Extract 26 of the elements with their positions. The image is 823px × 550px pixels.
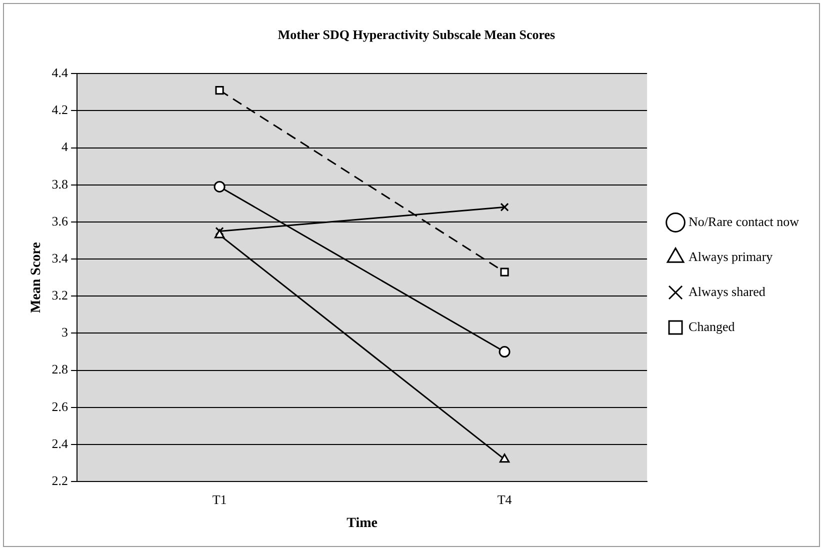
y-tick-label: 2.2 <box>52 473 68 488</box>
y-tick-label: 3 <box>62 324 68 340</box>
y-tick-label: 3.8 <box>52 176 68 192</box>
y-tick-label: 3.6 <box>52 213 69 228</box>
point <box>500 202 509 212</box>
legend-label: Always shared <box>688 284 766 299</box>
y-tick-label: 4 <box>62 139 69 154</box>
point <box>500 268 509 276</box>
y-tick-label: 2.4 <box>52 436 69 451</box>
legend-label: Always primary <box>688 248 774 264</box>
x-tick-label: T1 <box>212 492 227 507</box>
chart-title: Mother SDQ Hyperactivity Subscale Mean Scores <box>278 27 556 42</box>
y-tick-label: 2.8 <box>52 362 68 377</box>
legend-label: No/Rare contact now <box>688 214 800 229</box>
x-tick-label: T4 <box>497 492 512 507</box>
y-axis-title: Mean Score <box>29 242 44 314</box>
y-tick-label: 3.2 <box>52 288 68 303</box>
x-axis-title: Time <box>346 516 378 532</box>
point <box>498 346 510 358</box>
legend-label: Changed <box>688 318 736 334</box>
y-tick-label: 2.6 <box>52 398 69 414</box>
y-tick-label: 4.4 <box>52 65 69 80</box>
point <box>215 86 224 95</box>
y-tick-label: 3.4 <box>52 250 69 266</box>
y-tick-label: 4.2 <box>52 102 68 118</box>
point <box>214 180 226 192</box>
